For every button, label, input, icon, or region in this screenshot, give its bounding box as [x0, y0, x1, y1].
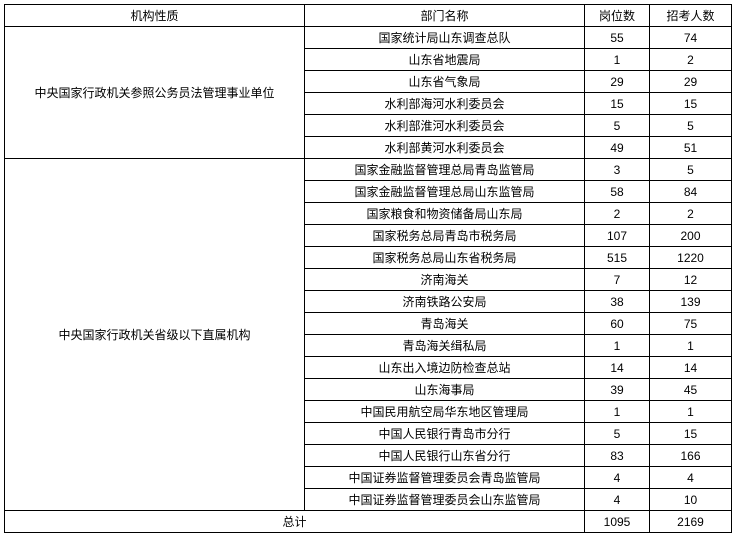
recruits-cell: 2 — [650, 203, 732, 225]
table-row: 中央国家行政机关省级以下直属机构国家金融监督管理总局青岛监管局35 — [5, 159, 732, 181]
recruits-cell: 5 — [650, 115, 732, 137]
posts-cell: 107 — [585, 225, 650, 247]
posts-cell: 15 — [585, 93, 650, 115]
recruits-cell: 4 — [650, 467, 732, 489]
posts-cell: 4 — [585, 489, 650, 511]
department-cell: 中国人民银行青岛市分行 — [305, 423, 585, 445]
posts-cell: 1 — [585, 335, 650, 357]
department-cell: 山东出入境边防检查总站 — [305, 357, 585, 379]
recruits-cell: 12 — [650, 269, 732, 291]
department-cell: 水利部海河水利委员会 — [305, 93, 585, 115]
recruits-cell: 2 — [650, 49, 732, 71]
header-nature: 机构性质 — [5, 5, 305, 27]
total-label: 总计 — [5, 511, 585, 533]
department-cell: 济南铁路公安局 — [305, 291, 585, 313]
posts-cell: 2 — [585, 203, 650, 225]
department-cell: 国家统计局山东调查总队 — [305, 27, 585, 49]
header-department: 部门名称 — [305, 5, 585, 27]
posts-cell: 1 — [585, 49, 650, 71]
recruits-cell: 15 — [650, 93, 732, 115]
department-cell: 中国证券监督管理委员会青岛监管局 — [305, 467, 585, 489]
posts-cell: 1 — [585, 401, 650, 423]
posts-cell: 515 — [585, 247, 650, 269]
total-row: 总计10952169 — [5, 511, 732, 533]
recruits-cell: 75 — [650, 313, 732, 335]
total-recruits: 2169 — [650, 511, 732, 533]
posts-cell: 49 — [585, 137, 650, 159]
header-row: 机构性质 部门名称 岗位数 招考人数 — [5, 5, 732, 27]
department-cell: 国家金融监督管理总局青岛监管局 — [305, 159, 585, 181]
recruits-cell: 1220 — [650, 247, 732, 269]
recruits-cell: 10 — [650, 489, 732, 511]
posts-cell: 39 — [585, 379, 650, 401]
posts-cell: 29 — [585, 71, 650, 93]
table-row: 中央国家行政机关参照公务员法管理事业单位国家统计局山东调查总队5574 — [5, 27, 732, 49]
recruits-cell: 84 — [650, 181, 732, 203]
department-cell: 中国证券监督管理委员会山东监管局 — [305, 489, 585, 511]
recruits-cell: 166 — [650, 445, 732, 467]
nature-cell: 中央国家行政机关参照公务员法管理事业单位 — [5, 27, 305, 159]
header-recruits: 招考人数 — [650, 5, 732, 27]
department-cell: 中国民用航空局华东地区管理局 — [305, 401, 585, 423]
department-cell: 国家税务总局山东省税务局 — [305, 247, 585, 269]
recruits-cell: 15 — [650, 423, 732, 445]
posts-cell: 83 — [585, 445, 650, 467]
posts-cell: 7 — [585, 269, 650, 291]
recruits-cell: 45 — [650, 379, 732, 401]
recruits-cell: 200 — [650, 225, 732, 247]
posts-cell: 60 — [585, 313, 650, 335]
posts-cell: 5 — [585, 423, 650, 445]
department-cell: 山东海事局 — [305, 379, 585, 401]
department-cell: 青岛海关 — [305, 313, 585, 335]
department-cell: 山东省地震局 — [305, 49, 585, 71]
department-cell: 济南海关 — [305, 269, 585, 291]
posts-cell: 3 — [585, 159, 650, 181]
nature-cell: 中央国家行政机关省级以下直属机构 — [5, 159, 305, 511]
posts-cell: 55 — [585, 27, 650, 49]
recruits-cell: 1 — [650, 401, 732, 423]
department-cell: 国家粮食和物资储备局山东局 — [305, 203, 585, 225]
department-cell: 水利部淮河水利委员会 — [305, 115, 585, 137]
recruits-cell: 5 — [650, 159, 732, 181]
posts-cell: 4 — [585, 467, 650, 489]
recruits-cell: 29 — [650, 71, 732, 93]
department-cell: 国家金融监督管理总局山东监管局 — [305, 181, 585, 203]
posts-cell: 58 — [585, 181, 650, 203]
department-cell: 山东省气象局 — [305, 71, 585, 93]
total-posts: 1095 — [585, 511, 650, 533]
department-cell: 国家税务总局青岛市税务局 — [305, 225, 585, 247]
header-posts: 岗位数 — [585, 5, 650, 27]
table-body: 中央国家行政机关参照公务员法管理事业单位国家统计局山东调查总队5574山东省地震… — [5, 27, 732, 533]
posts-cell: 5 — [585, 115, 650, 137]
recruitment-table: 机构性质 部门名称 岗位数 招考人数 中央国家行政机关参照公务员法管理事业单位国… — [4, 4, 732, 533]
department-cell: 中国人民银行山东省分行 — [305, 445, 585, 467]
posts-cell: 38 — [585, 291, 650, 313]
recruits-cell: 51 — [650, 137, 732, 159]
recruits-cell: 139 — [650, 291, 732, 313]
department-cell: 水利部黄河水利委员会 — [305, 137, 585, 159]
recruits-cell: 1 — [650, 335, 732, 357]
recruits-cell: 14 — [650, 357, 732, 379]
posts-cell: 14 — [585, 357, 650, 379]
recruits-cell: 74 — [650, 27, 732, 49]
department-cell: 青岛海关缉私局 — [305, 335, 585, 357]
